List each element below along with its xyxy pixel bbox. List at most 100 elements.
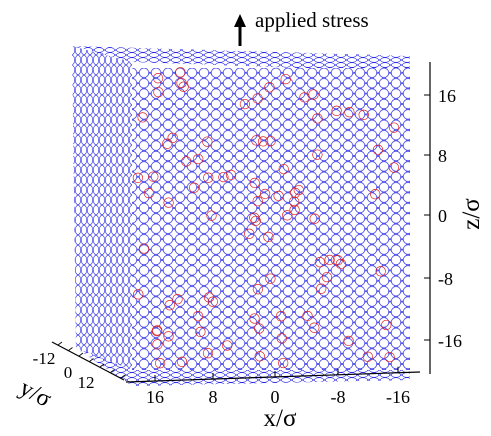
stress-label: applied stress — [255, 8, 369, 32]
secondary-particle — [137, 112, 148, 123]
secondary-particle — [265, 273, 276, 284]
secondary-particle — [265, 135, 276, 147]
secondary-particle — [372, 144, 384, 155]
secondary-particle — [316, 283, 327, 294]
particle-box — [72, 46, 410, 386]
y-axis-ticks: -12 0 12 — [33, 341, 126, 392]
secondary-particle — [132, 172, 144, 183]
secondary-particle — [195, 326, 206, 338]
secondary-particle — [252, 284, 264, 295]
z-tick-label: -16 — [438, 331, 462, 351]
secondary-particle — [203, 292, 215, 303]
secondary-particle — [370, 189, 381, 200]
secondary-particle — [388, 162, 400, 173]
box-front-face — [132, 68, 410, 370]
secondary-particle — [302, 310, 313, 322]
y-tick — [99, 363, 105, 368]
z-tick-label: 0 — [438, 206, 447, 226]
x-tick-label: -16 — [386, 387, 410, 407]
secondary-particle — [259, 188, 271, 200]
y-tick — [110, 369, 115, 373]
secondary-particle — [222, 340, 233, 351]
secondary-particle — [331, 105, 342, 116]
secondary-particle — [358, 109, 369, 120]
secondary-particle — [343, 335, 354, 347]
secondary-particle — [282, 210, 293, 221]
secondary-particle — [278, 163, 289, 175]
secondary-particle — [312, 113, 323, 124]
secondary-particle — [289, 196, 300, 207]
secondary-particle — [218, 171, 229, 183]
secondary-particle — [264, 82, 275, 93]
secondary-particle — [263, 231, 274, 243]
secondary-particle — [175, 67, 186, 78]
x-tick-label: -8 — [331, 387, 346, 407]
secondary-particle — [138, 243, 150, 254]
y-axis-label: y/σ — [15, 375, 55, 413]
secondary-particle — [362, 351, 373, 362]
secondary-particle — [164, 300, 175, 311]
secondary-particle — [249, 313, 260, 324]
secondary-particle — [275, 311, 287, 322]
secondary-particle — [163, 331, 174, 342]
z-axis-label: z/σ — [458, 198, 485, 230]
secondary-particle — [332, 255, 343, 266]
z-tick-label: 16 — [438, 86, 456, 106]
secondary-particle — [148, 171, 159, 182]
z-axis: 16 8 0 -8 -16 z/σ — [424, 62, 485, 374]
secondary-particle — [276, 333, 287, 344]
box-bottom-edge — [76, 348, 410, 386]
box-top-face — [72, 46, 410, 72]
secondary-particle — [152, 325, 163, 336]
secondary-particle — [167, 132, 178, 143]
secondary-particle — [384, 351, 395, 363]
secondary-particle — [344, 107, 355, 118]
secondary-particle — [154, 358, 166, 369]
secondary-particle — [309, 213, 320, 224]
secondary-particle — [152, 339, 163, 350]
secondary-particle — [152, 73, 164, 84]
secondary-particle — [163, 197, 174, 208]
secondary-particle — [225, 169, 237, 181]
z-tick-label: -8 — [438, 269, 453, 289]
secondary-particle — [324, 254, 335, 266]
secondary-particle — [254, 351, 265, 362]
applied-stress-annotation: applied stress — [234, 8, 369, 46]
secondary-particle — [381, 319, 392, 331]
secondary-particle — [133, 289, 144, 300]
secondary-particle — [254, 323, 265, 334]
secondary-particle — [299, 92, 310, 103]
secondary-particle — [309, 322, 320, 333]
secondary-particle — [193, 153, 204, 165]
secondary-particle — [192, 311, 204, 322]
secondary-particle — [289, 204, 300, 216]
secondary-particle — [202, 348, 214, 359]
secondary-particle — [273, 190, 284, 202]
secondary-particle — [375, 266, 386, 277]
x-axis-label: x/σ — [264, 405, 297, 432]
y-tick — [57, 341, 63, 346]
secondary-particle — [280, 73, 291, 85]
y-tick-label: -12 — [33, 349, 56, 368]
secondary-particle — [202, 136, 213, 147]
secondary-particle — [207, 296, 218, 307]
x-tick-label: 8 — [209, 387, 218, 407]
secondary-particle — [244, 228, 255, 239]
x-tick-label: 0 — [271, 387, 280, 407]
x-axis: 16 8 0 -8 -16 x/σ — [125, 366, 421, 432]
box-side-face — [72, 46, 132, 386]
secondary-particle — [206, 210, 217, 221]
secondary-particle — [293, 184, 304, 196]
x-tick-label: 16 — [146, 387, 164, 407]
secondary-particle — [249, 212, 260, 223]
secondary-particle — [151, 325, 162, 337]
secondary-particle — [203, 172, 214, 183]
z-tick-label: 8 — [438, 146, 447, 166]
secondary-particle — [176, 356, 188, 367]
y-tick — [120, 374, 126, 379]
stress-arrow-head — [234, 14, 246, 27]
secondary-particle — [143, 188, 155, 199]
secondary-particle — [278, 357, 289, 369]
y-axis-line — [51, 341, 125, 381]
secondary-particle — [181, 156, 192, 167]
